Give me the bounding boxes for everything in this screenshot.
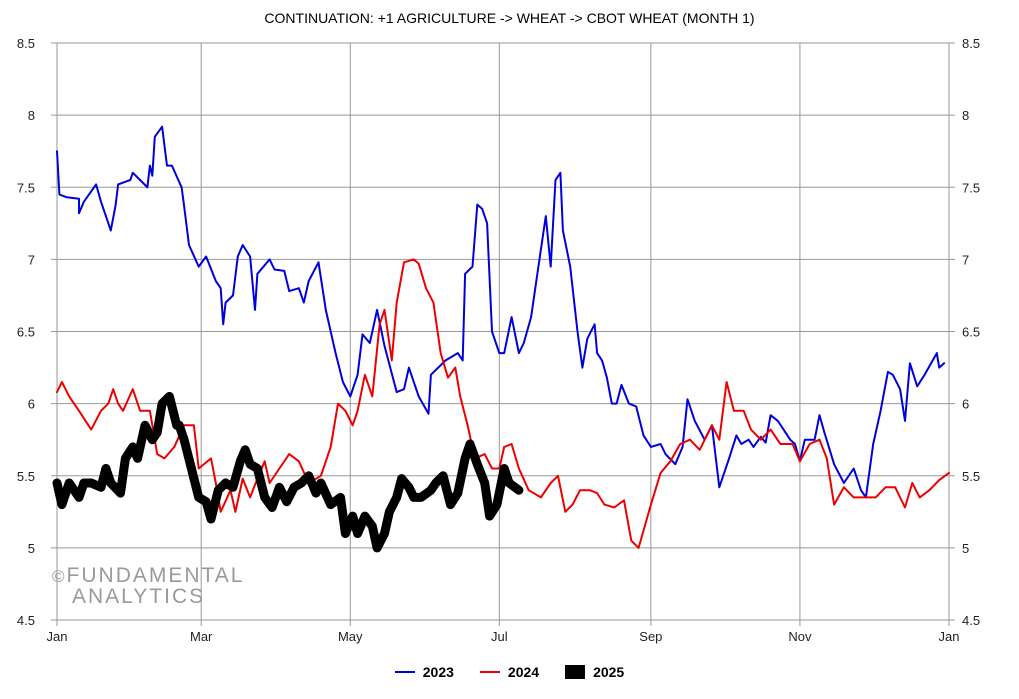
y-tick-label-right: 5.5 [962, 469, 980, 484]
legend-label: 2023 [422, 664, 454, 680]
legend-item-2025: 2025 [565, 664, 624, 680]
legend-item-2023: 2023 [394, 664, 454, 680]
watermark-logo: ©FUNDAMENTAL ANALYTICS [52, 564, 245, 608]
legend-label: 2024 [507, 664, 540, 680]
series-line-2024 [56, 258, 950, 549]
series-line-2023 [56, 125, 946, 499]
y-tick-label-left: 7 [28, 252, 35, 267]
y-tick-label-right: 6.5 [962, 325, 980, 340]
y-tick-label-left: 6.5 [17, 325, 35, 340]
y-tick-label-right: 8 [962, 108, 969, 123]
legend-swatch [394, 671, 415, 673]
y-tick-label-right: 6 [962, 397, 969, 412]
x-tick-label: Jan [47, 629, 68, 644]
chart-title: CONTINUATION: +1 AGRICULTURE -> WHEAT ->… [264, 10, 755, 26]
y-tick-label-right: 8.5 [962, 36, 980, 51]
legend: 2023 2024 2025 [0, 664, 1019, 680]
y-tick-label-right: 7 [962, 252, 969, 267]
y-tick-label-left: 7.5 [17, 180, 35, 195]
x-tick-label: Jul [491, 629, 508, 644]
y-tick-label-left: 6 [28, 397, 35, 412]
x-tick-label: Jan [939, 629, 960, 644]
legend-swatch [565, 665, 586, 679]
x-tick-label: May [338, 629, 363, 644]
y-tick-label-left: 5 [28, 541, 35, 556]
x-tick-label: Nov [788, 629, 812, 644]
y-tick-label-left: 4.5 [17, 613, 35, 628]
legend-label: 2025 [593, 664, 625, 680]
y-tick-label-right: 7.5 [962, 180, 980, 195]
legend-swatch [479, 671, 500, 673]
y-tick-label-left: 5.5 [17, 469, 35, 484]
y-tick-label-right: 4.5 [962, 613, 980, 628]
y-tick-label-left: 8.5 [17, 36, 35, 51]
series-line-2025 [52, 391, 524, 553]
x-tick-label: Sep [639, 629, 662, 644]
legend-item-2024: 2024 [479, 664, 540, 680]
x-tick-label: Mar [190, 629, 213, 644]
y-tick-label-right: 5 [962, 541, 969, 556]
y-tick-label-left: 8 [28, 108, 35, 123]
